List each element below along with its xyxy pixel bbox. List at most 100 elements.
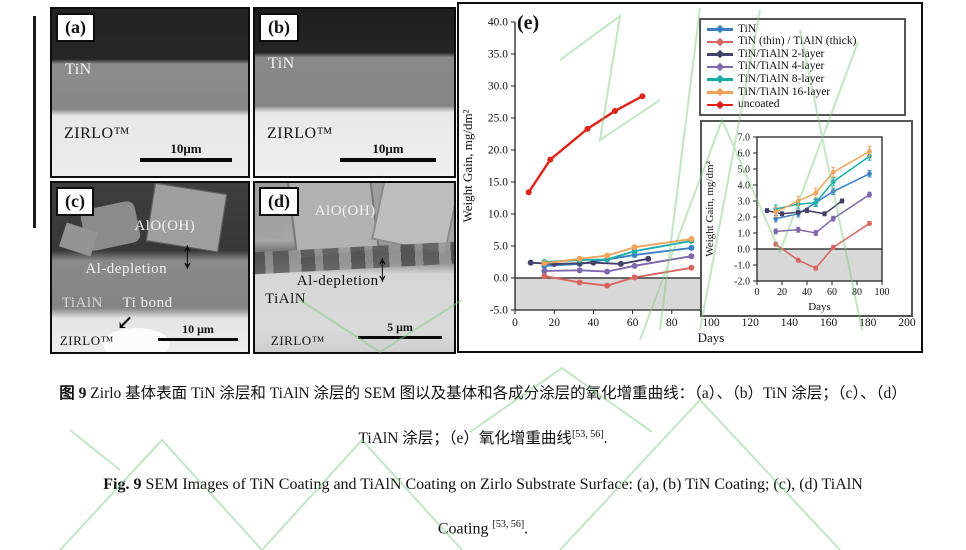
legend-item: TiN (thin) / TiAlN (thick) [707,36,898,49]
x-tick-label: 0 [755,287,760,298]
panel-label-a: (a) [56,13,95,42]
legend-marker-dot-icon [715,100,725,109]
legend-marker-dot-icon [715,75,725,84]
x-tick-label: 180 [859,317,877,329]
scale-bar-label-a: 10μm [170,141,202,156]
data-point [611,107,618,114]
data-point [839,198,845,204]
sem-image-c: (c) AlO(OH) ↕ Al-depletion TiAlN Ti bond… [50,181,250,354]
data-point [795,198,801,204]
scale-bar-c: 10 μm [158,322,238,341]
panel-label-b: (b) [259,13,299,42]
y-tick-label: 3.0 [738,197,751,208]
data-point [795,209,801,215]
substrate-label-zirlo-a: ZIRLO™ [64,125,130,142]
x-tick-label: 80 [852,287,862,298]
data-point [795,227,801,233]
panel-label-c: (c) [56,187,94,216]
legend-marker-icon [707,62,733,72]
legend-marker-dot-icon [715,49,725,59]
data-point [688,253,695,260]
substrate-protrusion-shape [102,328,170,352]
x-tick-label: 140 [781,317,799,329]
scale-bar-label-d: 5 μm [387,320,413,334]
y-tick-label: 15.0 [488,177,508,189]
y-tick-label: 6.0 [738,149,751,160]
caption-en-period: . [524,520,529,538]
y-tick-label: 25.0 [488,113,508,125]
data-point [604,268,611,275]
depletion-extent-arrow-icon: ↕ [376,247,389,292]
legend-marker-icon [707,24,733,34]
data-point [541,267,548,274]
ti-bond-label: Ti bond [122,294,173,311]
y-axis-title: Weight Gain, mg/dm² [704,161,716,257]
caption-en-text2: Coating [437,520,493,538]
y-tick-label: 0.0 [494,273,509,285]
panel-label-d: (d) [259,187,299,216]
legend-marker-icon [707,37,733,46]
x-tick-label: 160 [820,317,838,329]
data-point [813,190,819,196]
series-line [775,155,870,210]
oxide-label-c: AlO(OH) [134,218,196,235]
legend-item: TiN/TiAlN 8-layer [707,73,898,86]
data-point [645,255,652,262]
oxide-label-d: AlO(OH) [314,203,376,220]
y-tick-label: 7.0 [738,133,751,144]
negative-region-shade [757,249,882,281]
data-point [604,252,611,259]
legend-marker-dot-icon [715,62,725,72]
data-point [813,230,819,236]
data-point [830,169,836,175]
data-point [576,255,583,262]
data-point [576,267,583,274]
legend-marker-icon [707,75,733,84]
x-tick-label: 80 [666,317,678,329]
caption-zh-fig-number: 图 9 [59,385,87,402]
y-tick-label: 35.0 [488,49,508,61]
legend-label: TiN (thin) / TiAlN (thick) [738,35,857,48]
caption-zh-text2: TiAlN 涂层；（e）氧化增重曲线 [358,430,572,447]
data-point [631,244,638,251]
data-point [688,244,695,251]
y-tick-label: 4.0 [738,181,751,192]
data-point [631,274,638,281]
data-point [604,282,611,289]
depletion-label-c: Al-depletion [85,260,168,277]
y-tick-label: 2.0 [738,213,751,224]
series-tin-tialn-16-layer [541,235,695,267]
x-tick-label: 60 [627,317,639,329]
x-tick-label: 100 [875,287,890,298]
x-tick-label: 20 [548,317,560,329]
legend-label: TiN/TiAlN 2-layer [738,47,825,60]
data-point [867,192,872,197]
y-tick-label: 40.0 [488,17,508,29]
scale-bar-a: 10μm [140,141,232,162]
depletion-extent-arrow-icon: ↕ [181,233,194,278]
x-tick-label: 100 [702,317,720,329]
data-point [773,229,779,234]
data-point [576,279,583,286]
data-point [584,125,591,132]
data-point [804,208,810,213]
data-point [590,259,597,266]
caption-zh-line1: 图 9 Zirlo 基体表面 TiN 涂层和 TiAlN 涂层的 SEM 图以及… [0,381,966,403]
data-point [830,216,836,221]
data-point [822,211,827,217]
caption-zh-line2: TiAlN 涂层；（e）氧化增重曲线[53, 56]. [0,426,966,448]
coating-label-tin-b: TiN [268,55,295,72]
legend-label: TiN [738,22,757,35]
caption-zh-period: . [603,430,608,447]
series-line [766,200,843,215]
caption-zh-text1: Zirlo 基体表面 TiN 涂层和 TiAlN 涂层的 SEM 图以及基体和各… [86,385,907,402]
coating-label-tialn-c: TiAlN [61,294,103,311]
data-point [631,262,638,269]
y-tick-label: 30.0 [488,81,508,93]
data-point [541,260,548,267]
series-tin-thin-tialn-thick- [541,264,695,289]
x-tick-label: 60 [827,287,837,298]
data-point [525,189,532,196]
y-tick-label: -5.0 [490,305,508,317]
